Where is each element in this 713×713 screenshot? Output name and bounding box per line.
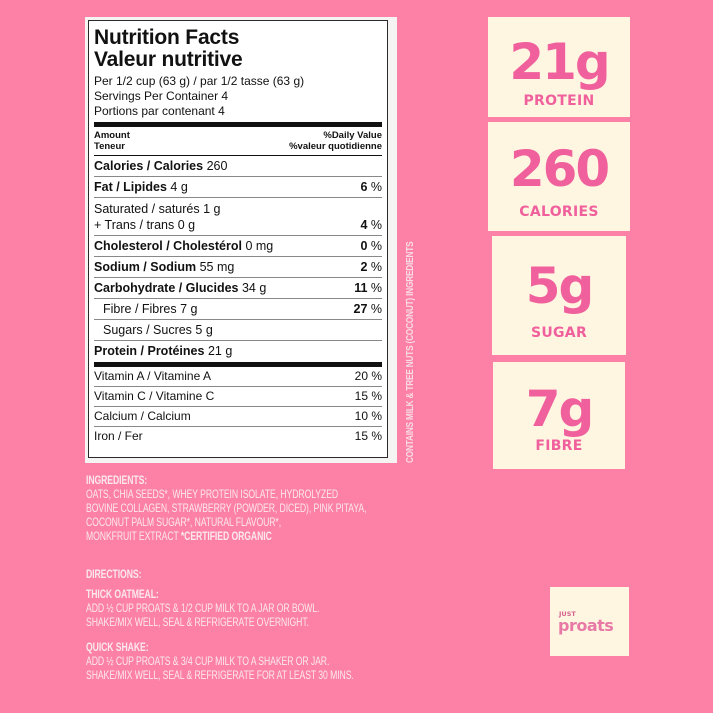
brand-logo: JUST proats [550, 587, 629, 656]
row-vitamin: Iron / Fer 15 % [94, 429, 382, 443]
fat-label: Fat / Lipides [94, 180, 167, 194]
stat-value: 7g [525, 380, 595, 438]
sodium-label: Sodium / Sodium [94, 260, 197, 274]
stat-box-calories: 260 CALORIES [488, 122, 630, 231]
protein-label: Protein / Protéines [94, 344, 205, 358]
quick-shake-heading: QUICK SHAKE: [86, 640, 149, 654]
amount-label-en: Amount [94, 130, 130, 141]
row-cholesterol: Cholesterol / Cholestérol 0 mg 0 % [94, 239, 382, 253]
cholesterol-pct: 0 [360, 239, 368, 253]
amount-header: Amount Teneur %Daily Value %valeur quoti… [94, 127, 382, 155]
thick-divider [94, 122, 382, 127]
carbohydrate-pct: 11 [354, 281, 368, 295]
directions-section: DIRECTIONS: THICK OATMEAL: ADD ½ CUP PRO… [86, 567, 354, 682]
daily-value-label-en: %Daily Value [323, 130, 382, 141]
direction-line: ADD ½ CUP PROATS & 3/4 CUP MILK TO A SHA… [86, 654, 330, 668]
calories-value: 260 [206, 159, 228, 173]
nutrition-title-fr: Valeur nutritive [94, 48, 243, 71]
stat-value: 5g [525, 257, 595, 315]
saturated-label: Saturated / saturés 1 g [94, 202, 221, 216]
sodium-value: 55 mg [199, 260, 235, 274]
row-fat: Fat / Lipides 4 g 6 % [94, 180, 382, 194]
protein-value: 21 g [207, 344, 233, 358]
row-carbohydrate: Carbohydrate / Glucides 34 g 11 % [94, 281, 382, 295]
logo-brand: proats [558, 616, 614, 635]
stat-label: FIBRE [535, 438, 583, 454]
row-vitamin: Calcium / Calcium 10 % [94, 409, 382, 423]
trans-label: + Trans / trans 0 g [94, 218, 196, 232]
row-protein: Protein / Protéines 21 g [94, 341, 382, 361]
row-saturated-trans: Saturated / saturés 1 g + Trans / trans … [94, 202, 382, 232]
sat-trans-pct: 4 [360, 218, 368, 232]
nutrition-facts-table: Nutrition Facts Valeur nutritive Per 1/2… [88, 20, 388, 458]
cholesterol-value: 0 mg [245, 239, 274, 253]
ingredients-heading: INGREDIENTS: [86, 473, 148, 487]
thick-oatmeal-heading: THICK OATMEAL: [86, 587, 159, 601]
serving-size: Per 1/2 cup (63 g) / par 1/2 tasse (63 g… [94, 74, 305, 88]
thick-divider [94, 362, 382, 367]
row-vitamin: Vitamin C / Vitamine C 15 % [94, 389, 382, 403]
direction-line: SHAKE/MIX WELL, SEAL & REFRIGERATE OVERN… [86, 615, 309, 629]
servings-per-container-fr: Portions par contenant 4 [94, 104, 225, 118]
nutrition-title-en: Nutrition Facts [94, 26, 240, 49]
stat-box-fibre: 7g FIBRE [493, 362, 625, 469]
vitamins-section: Vitamin A / Vitamine A 20 % Vitamin C / V… [94, 367, 382, 446]
stat-value: 21g [509, 33, 610, 91]
ingredients-section: INGREDIENTS: OATS, CHIA SEEDS*, WHEY PRO… [86, 473, 367, 543]
fat-value: 4 g [170, 180, 188, 194]
row-sodium: Sodium / Sodium 55 mg 2 % [94, 260, 382, 274]
carbohydrate-label: Carbohydrate / Glucides [94, 281, 239, 295]
sodium-pct: 2 [360, 260, 368, 274]
direction-line: ADD ½ CUP PROATS & 1/2 CUP MILK TO A JAR… [86, 601, 320, 615]
stat-box-sugar: 5g SUGAR [492, 236, 626, 355]
fibre-label: Fibre / Fibres 7 g [103, 302, 198, 316]
stat-value: 260 [509, 140, 610, 198]
ingredients-line: OATS, CHIA SEEDS*, WHEY PROTEIN ISOLATE,… [86, 487, 339, 501]
stat-label: PROTEIN [523, 93, 595, 109]
sugars-label: Sugars / Sucres 5 g [103, 323, 213, 337]
amount-label-fr: Teneur [94, 141, 125, 152]
row-calories: Calories / Calories 260 [94, 156, 382, 176]
organic-note: *CERTIFIED ORGANIC [180, 529, 272, 543]
logo-just: JUST [559, 610, 576, 618]
daily-value-label-fr: %valeur quotidienne [289, 141, 382, 152]
fibre-pct: 27 [353, 302, 368, 316]
direction-line: SHAKE/MIX WELL, SEAL & REFRIGERATE FOR A… [86, 668, 354, 682]
divider [94, 155, 382, 156]
stat-box-protein: 21g PROTEIN [488, 17, 630, 117]
fat-pct: 6 [360, 180, 368, 194]
servings-per-container-en: Servings Per Container 4 [94, 89, 229, 103]
ingredients-line: COCONUT PALM SUGAR*, NATURAL FLAVOUR*, [86, 515, 282, 529]
ingredients-line: BOVINE COLLAGEN, STRAWBERRY (POWDER, DIC… [86, 501, 367, 515]
allergen-note: CONTAINS MILK & TREE NUTS (COCONUT) INGR… [404, 241, 416, 463]
ingredients-line: MONKFRUIT EXTRACT *CERTIFIED ORGANIC [86, 529, 272, 543]
directions-heading: DIRECTIONS: [86, 567, 142, 581]
row-sugars: Sugars / Sucres 5 g [94, 320, 382, 340]
carbohydrate-value: 34 g [241, 281, 267, 295]
cholesterol-label: Cholesterol / Cholestérol [94, 239, 242, 253]
stat-label: SUGAR [530, 325, 588, 341]
row-vitamin: Vitamin A / Vitamine A 20 % [94, 369, 382, 383]
stat-label: CALORIES [519, 204, 599, 220]
calories-label: Calories / Calories [94, 159, 204, 173]
row-fibre: Fibre / Fibres 7 g 27 % [94, 299, 382, 319]
